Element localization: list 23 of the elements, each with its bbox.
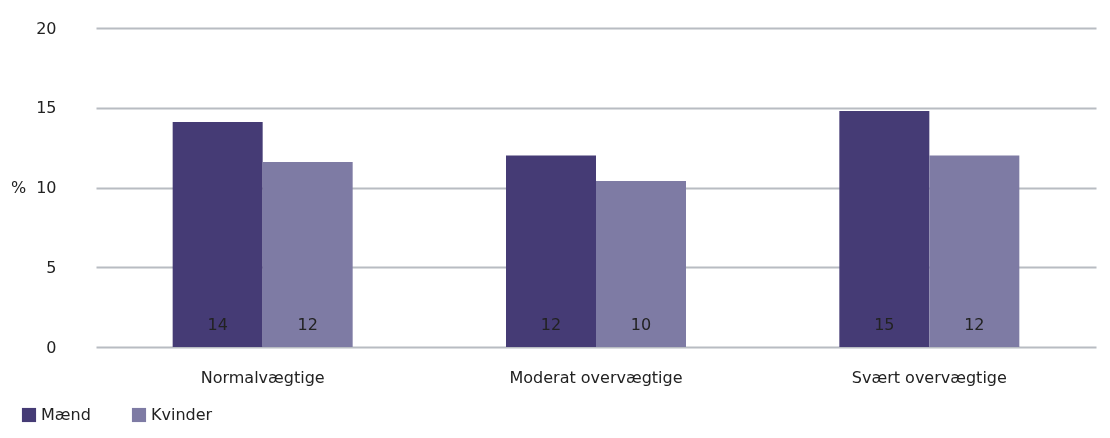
y-tick-label: 0	[46, 337, 57, 357]
data-label: 12	[540, 315, 562, 334]
y-tick-label: 20	[36, 18, 57, 38]
y-axis-title: %	[10, 178, 27, 197]
bar	[262, 161, 353, 347]
data-label: 10	[630, 315, 652, 334]
bar	[506, 155, 596, 347]
y-tick-label: 10	[36, 178, 57, 197]
legend-label: Kvinder	[151, 405, 213, 424]
bar	[596, 181, 686, 347]
x-tick-label: Svært overvægtige	[851, 367, 1007, 387]
y-tick-label: 15	[36, 98, 57, 118]
legend-label: Mænd	[41, 405, 91, 424]
y-tick-label: 5	[46, 257, 57, 277]
data-label: 12	[964, 315, 985, 334]
data-label: 15	[874, 315, 895, 334]
data-label: 12	[297, 315, 318, 334]
bar	[929, 155, 1020, 347]
bar	[172, 122, 263, 347]
bar	[839, 110, 930, 347]
x-tick-label: Normalvægtige	[200, 367, 325, 387]
data-label: 14	[207, 315, 228, 334]
x-tick-label: Moderat overvægtige	[509, 367, 683, 387]
